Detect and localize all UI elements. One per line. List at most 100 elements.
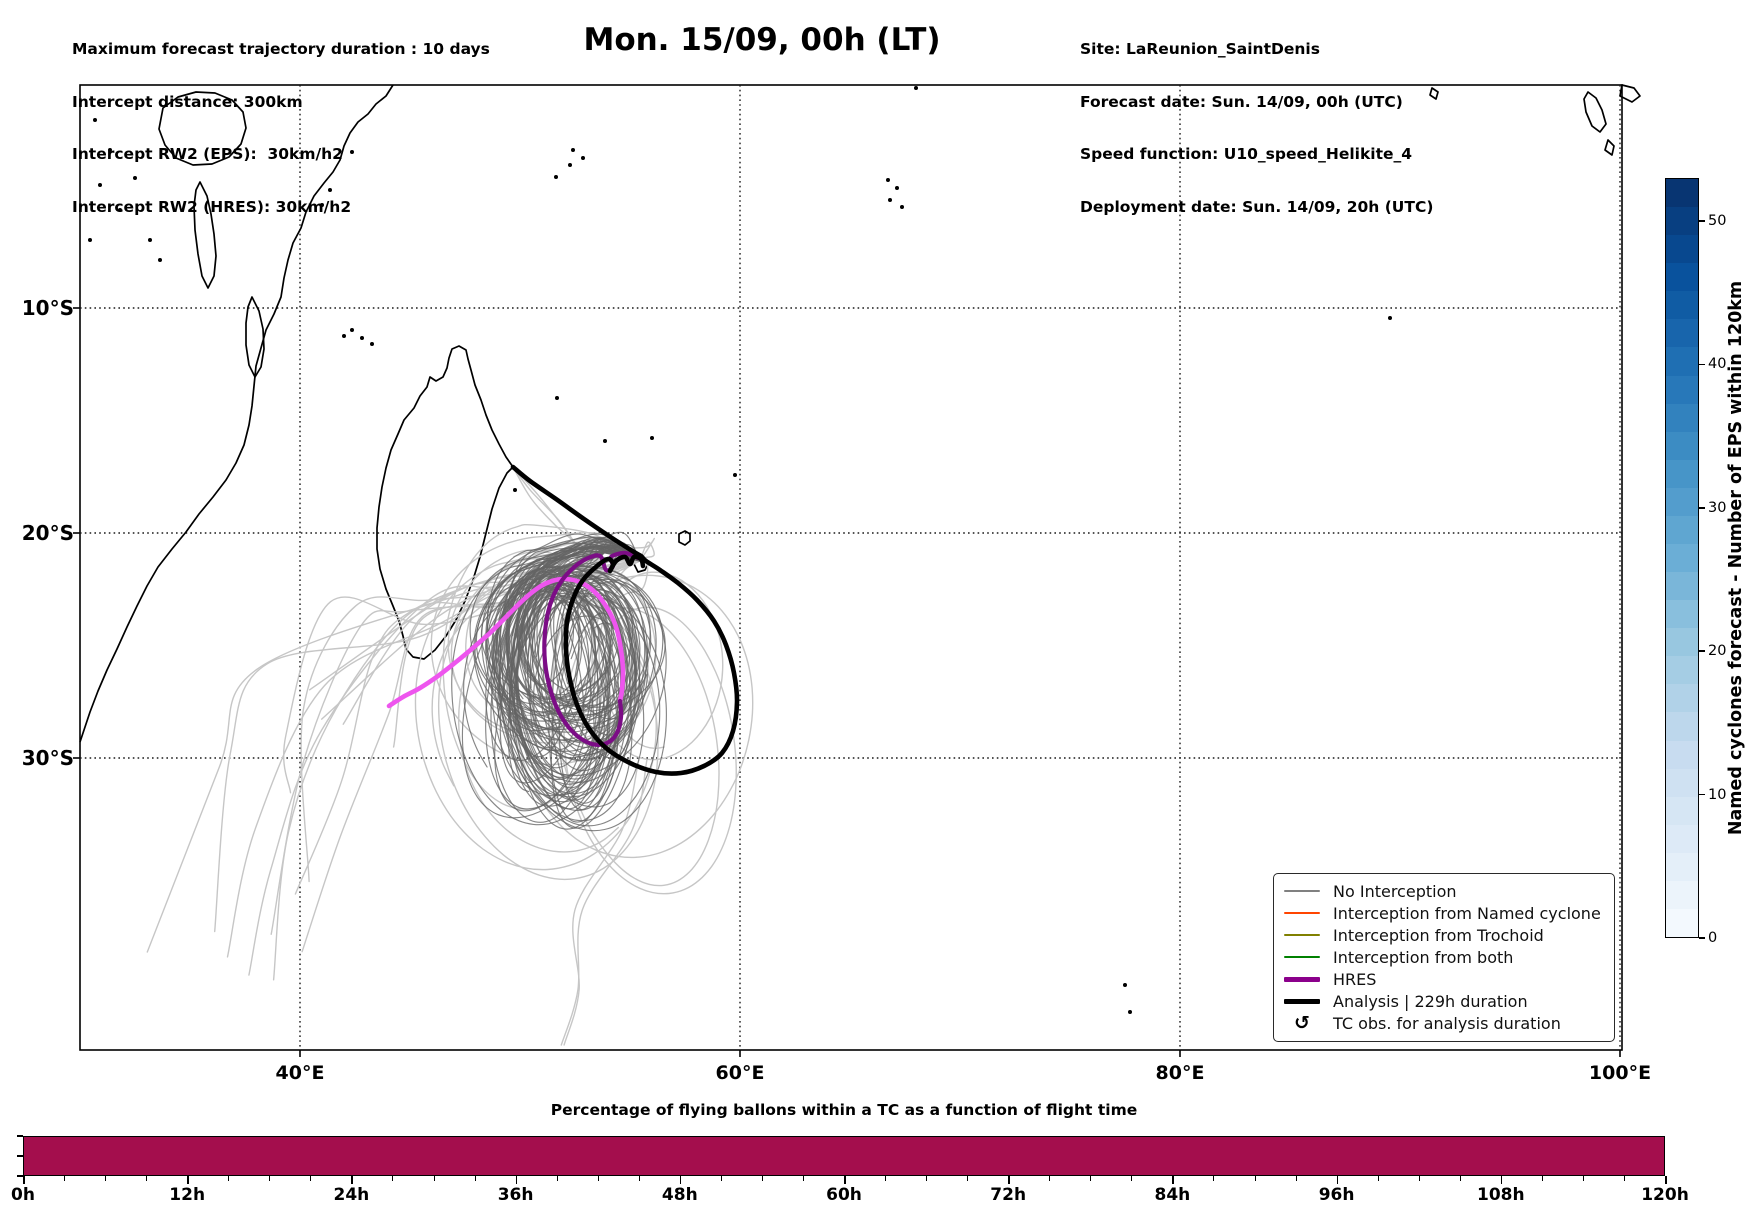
island-speck-13	[342, 334, 346, 338]
bottom-tick-label-48h: 48h	[661, 1185, 698, 1205]
legend-line-swatch	[1284, 977, 1320, 983]
bottom-minor-tick	[802, 1176, 804, 1181]
coastline-2	[193, 181, 217, 289]
ensemble-dark-37	[491, 541, 641, 797]
legend-label: TC obs. for analysis duration	[1333, 1014, 1561, 1034]
bottom-minor-tick	[228, 1176, 230, 1181]
island-speck-23	[914, 86, 918, 90]
ensemble-dark-35	[548, 541, 641, 823]
legend-item-1: Interception from Named cyclone	[1284, 902, 1604, 924]
ensemble-dark-31	[498, 546, 667, 832]
bottom-major-tick-12h	[187, 1176, 189, 1184]
colorbar-step	[1666, 347, 1698, 376]
island-speck-10	[158, 258, 162, 262]
island-speck-26	[1128, 1010, 1132, 1014]
coastline-0	[79, 84, 394, 743]
bottom-minor-tick	[1377, 1176, 1379, 1181]
colorbar-step	[1666, 403, 1698, 432]
bottom-minor-tick	[1623, 1176, 1625, 1181]
hres-trajectory	[386, 576, 626, 709]
bottom-major-tick-108h	[1500, 1176, 1503, 1184]
x-tick-label-40°E: 40°E	[275, 1062, 325, 1084]
island-speck-18	[554, 175, 558, 179]
bottom-minor-tick	[597, 1176, 599, 1181]
bottom-tick-label-108h: 108h	[1477, 1185, 1525, 1205]
bottom-minor-tick	[474, 1176, 476, 1181]
ensemble-dark-47	[485, 533, 641, 741]
colorbar-step	[1666, 572, 1698, 601]
ensemble-light-loop-8	[414, 540, 657, 871]
colorbar-step	[1666, 880, 1698, 910]
colorbar-step	[1666, 628, 1698, 657]
ensemble-dark-4	[533, 536, 641, 756]
bottom-minor-tick	[392, 1176, 394, 1181]
bottom-minor-tick	[1049, 1176, 1051, 1181]
x-tick-label-80°E: 80°E	[1155, 1062, 1205, 1084]
bottom-minor-tick	[310, 1176, 312, 1181]
legend-label: Interception from Named cyclone	[1333, 903, 1601, 923]
bottom-minor-tick	[105, 1176, 107, 1181]
island-speck-12	[360, 336, 364, 340]
colorbar-step	[1666, 319, 1698, 348]
island-speck-27	[650, 436, 654, 440]
bottom-major-tick-120h	[1665, 1176, 1667, 1184]
colorbar-tick-label-20: 20	[1708, 643, 1727, 660]
bottom-major-tick-72h	[1008, 1176, 1010, 1184]
tc-obs-icon: ↺	[1294, 1012, 1310, 1035]
colorbar-tick-20	[1699, 650, 1705, 652]
legend-line-swatch	[1284, 912, 1320, 915]
bottom-minor-tick	[1459, 1176, 1461, 1181]
island-speck-20	[895, 186, 899, 190]
island-speck-31	[513, 488, 517, 492]
legend-label: Analysis | 229h duration	[1333, 992, 1528, 1012]
bottom-tick-label-72h: 72h	[990, 1185, 1027, 1205]
ensemble-dark-44	[499, 543, 641, 783]
bottom-tick-label-24h: 24h	[333, 1185, 370, 1205]
legend-item-2: Interception from Trochoid	[1284, 924, 1604, 946]
figure-title: Mon. 15/09, 00h (LT)	[583, 22, 941, 58]
colorbar-step	[1666, 431, 1698, 460]
analysis-trajectory	[510, 464, 740, 776]
bottom-minor-tick	[1131, 1176, 1133, 1181]
y-tick-label-30°S: 30°S	[21, 746, 74, 770]
bottom-tick-label-96h: 96h	[1318, 1185, 1355, 1205]
island-speck-16	[581, 156, 585, 160]
island-speck-24	[1388, 316, 1392, 320]
colorbar-step	[1666, 487, 1698, 516]
bottom-tick-label-36h: 36h	[497, 1185, 534, 1205]
bottom-minor-tick	[720, 1176, 722, 1181]
legend-item-3: Interception from both	[1284, 946, 1604, 968]
legend-label: No Interception	[1333, 881, 1457, 901]
colorbar-step	[1666, 824, 1698, 853]
island-speck-0	[328, 188, 332, 192]
bottom-minor-tick	[885, 1176, 887, 1181]
island-speck-4	[108, 148, 112, 152]
island-speck-19	[886, 178, 890, 182]
island-speck-8	[133, 176, 137, 180]
bottom-chart-title: Percentage of flying ballons within a TC…	[550, 1101, 1138, 1119]
bottom-tick-label-12h: 12h	[169, 1185, 206, 1205]
bottom-tick-label-120h: 120h	[1641, 1185, 1689, 1205]
colorbar-step	[1666, 375, 1698, 404]
legend: No Interception Interception from Named c…	[1273, 873, 1615, 1042]
island-speck-17	[568, 163, 572, 167]
colorbar-tick-label-30: 30	[1708, 499, 1727, 516]
ensemble-light-loop-4	[447, 536, 641, 735]
colorbar-tick-label-40: 40	[1708, 356, 1727, 373]
colorbar-tick-50	[1699, 220, 1705, 222]
y-tick-label-10°S: 10°S	[21, 296, 74, 320]
legend-line-swatch	[1284, 999, 1320, 1005]
colorbar-tick-0	[1699, 937, 1705, 939]
colorbar-step	[1666, 235, 1698, 264]
balloon-percentage-bar	[23, 1136, 1665, 1176]
island-speck-2	[350, 150, 354, 154]
island-speck-28	[733, 473, 737, 477]
bottom-minor-tick	[433, 1176, 435, 1181]
bottom-tick-label-60h: 60h	[826, 1185, 862, 1205]
colorbar-step	[1666, 909, 1698, 937]
coastline-8	[1604, 139, 1615, 156]
legend-line-swatch	[1284, 934, 1320, 937]
legend-item-6: ↺ TC obs. for analysis duration	[1284, 1013, 1604, 1035]
island-speck-15	[571, 148, 575, 152]
colorbar-step	[1666, 600, 1698, 629]
